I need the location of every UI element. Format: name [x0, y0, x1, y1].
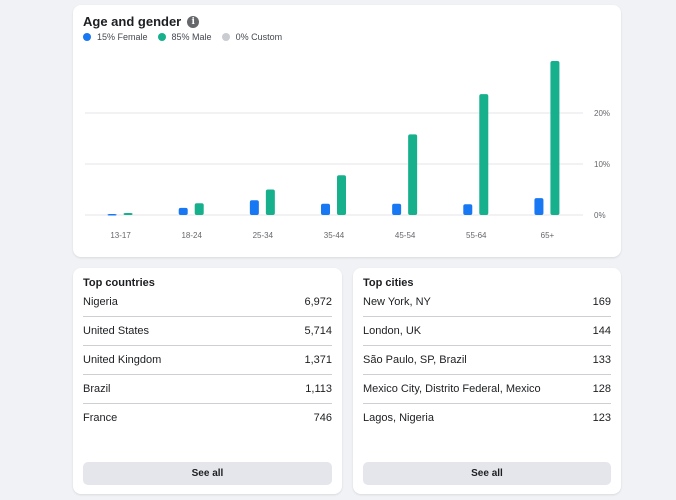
age-gender-title-text: Age and gender [83, 14, 182, 29]
bar-female-35-44 [321, 203, 330, 215]
x-tick-label: 25-34 [253, 231, 274, 240]
list-item: Mexico City, Distrito Federal, Mexico 12… [363, 375, 611, 404]
list-item: São Paulo, SP, Brazil 133 [363, 346, 611, 375]
city-name: London, UK [363, 325, 422, 337]
bar-male-35-44 [337, 175, 346, 215]
legend-label-custom: 0% Custom [235, 32, 283, 42]
city-value: 123 [592, 412, 611, 424]
x-tick-label: 45-54 [395, 231, 416, 240]
info-icon[interactable]: i [187, 15, 200, 28]
list-item: Brazil 1,113 [83, 375, 332, 404]
y-tick-label: 10% [594, 160, 610, 169]
bar-male-13-17 [123, 212, 133, 215]
list-item: London, UK 144 [363, 317, 611, 346]
bar-male-65+ [550, 60, 560, 216]
city-value: 133 [592, 354, 611, 366]
bar-male-18-24 [194, 203, 204, 215]
city-name: Mexico City, Distrito Federal, Mexico [363, 383, 541, 395]
city-value: 128 [592, 383, 611, 395]
see-all-cities-button[interactable]: See all [363, 462, 611, 485]
city-name: New York, NY [363, 296, 431, 308]
country-name: France [83, 412, 118, 424]
y-tick-label: 20% [594, 109, 610, 118]
list-item: United Kingdom 1,371 [83, 346, 332, 375]
see-all-countries-button[interactable]: See all [83, 462, 332, 485]
y-tick-label: 0% [594, 211, 606, 220]
legend-dot-male [157, 33, 166, 41]
country-value: 1,371 [304, 354, 332, 366]
chart-legend: 15% Female 85% Male 0% Custom [83, 32, 282, 42]
top-cities-card: Top cities New York, NY 169 London, UK 1… [353, 268, 621, 494]
legend-label-male: 85% Male [171, 32, 212, 42]
country-name: Nigeria [83, 296, 118, 308]
bar-female-55-64 [463, 204, 473, 215]
x-tick-label: 13-17 [110, 231, 131, 240]
top-cities-title: Top cities [363, 277, 414, 289]
bar-female-25-34 [249, 200, 259, 215]
list-item: New York, NY 169 [363, 288, 611, 317]
age-gender-title: Age and gender i [83, 14, 200, 29]
bar-female-45-54 [392, 203, 402, 215]
country-name: United States [83, 325, 150, 337]
legend-item-female: 15% Female [83, 32, 148, 42]
city-name: Lagos, Nigeria [363, 412, 434, 424]
x-tick-label: 55-64 [466, 231, 487, 240]
bar-male-55-64 [479, 94, 489, 215]
legend-dot-female [83, 33, 91, 41]
country-value: 6,972 [304, 296, 332, 308]
city-value: 144 [592, 325, 611, 337]
bar-female-18-24 [178, 207, 188, 215]
top-countries-card: Top countries Nigeria 6,972 United State… [73, 268, 342, 494]
top-cities-list: New York, NY 169 London, UK 144 São Paul… [363, 288, 611, 432]
bar-female-65+ [534, 198, 544, 215]
list-item: Lagos, Nigeria 123 [363, 404, 611, 432]
bar-male-45-54 [408, 134, 418, 215]
top-countries-title: Top countries [83, 277, 155, 289]
city-name: São Paulo, SP, Brazil [363, 354, 467, 366]
legend-item-custom: 0% Custom [221, 32, 283, 42]
age-gender-card: Age and gender i 15% Female 85% Male 0% … [73, 5, 621, 257]
x-tick-label: 35-44 [324, 231, 345, 240]
country-value: 746 [313, 412, 332, 424]
country-name: United Kingdom [83, 354, 162, 366]
country-name: Brazil [83, 383, 111, 395]
country-value: 5,714 [304, 325, 332, 337]
list-item: Nigeria 6,972 [83, 288, 332, 317]
legend-item-male: 85% Male [157, 32, 212, 42]
city-value: 169 [592, 296, 611, 308]
bar-male-25-34 [265, 189, 275, 215]
list-item: United States 5,714 [83, 317, 332, 346]
bar-female-13-17 [107, 213, 117, 216]
age-gender-chart: 0% 10% 20% 13-17 18-24 25-34 35-44 45-54 55-64 65… [85, 60, 610, 240]
x-tick-label: 65+ [541, 231, 555, 240]
legend-dot-custom [221, 33, 230, 41]
x-tick-label: 18-24 [181, 231, 202, 240]
legend-label-female: 15% Female [97, 32, 148, 42]
top-countries-list: Nigeria 6,972 United States 5,714 United… [83, 288, 332, 432]
country-value: 1,113 [305, 383, 332, 395]
list-item: France 746 [83, 404, 332, 432]
